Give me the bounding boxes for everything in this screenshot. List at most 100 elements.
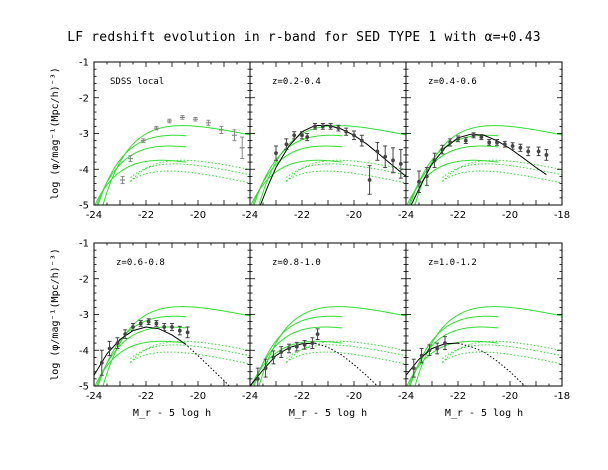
figure-title: LF redshift evolution in r-band for SED … <box>67 30 541 45</box>
data-point <box>510 144 515 148</box>
data-point <box>359 138 364 143</box>
model-curve-dotted <box>286 351 406 365</box>
x-tick-label: -24 <box>398 210 414 221</box>
x-tick-label: -24 <box>86 210 102 221</box>
model-curve <box>409 134 499 205</box>
data-point <box>287 346 291 351</box>
data-point <box>170 325 174 329</box>
data-point <box>479 135 484 139</box>
data-point <box>383 154 388 159</box>
model-curve-dotted <box>442 163 562 178</box>
model-curve <box>253 134 343 205</box>
data-point <box>294 344 299 349</box>
y-tick-label: -2 <box>79 274 89 285</box>
data-point <box>263 366 268 371</box>
model-curve-dotted <box>442 344 562 359</box>
panel-4: -24 -22 -20 -5 -4 -3 -2 -1 z=0.6-0.8 M_r - 5 log … <box>50 239 251 419</box>
data-point <box>146 319 151 324</box>
data-point <box>456 136 460 141</box>
x-tick-label: -22 <box>138 391 154 402</box>
model-curve-dotted <box>130 340 250 364</box>
panel-label: z=0.2-0.4 <box>272 77 321 87</box>
model-curve <box>408 326 499 386</box>
plot-area <box>94 115 250 205</box>
data-point <box>138 321 143 326</box>
panel-1: -24 -22 -20 -5 -4 -3 -2 -1 SDSS local log (φ/mag⁻… <box>50 58 251 221</box>
data-point <box>131 325 135 329</box>
data-point <box>279 350 284 354</box>
data-point <box>367 178 372 182</box>
model-curve <box>252 326 343 386</box>
x-axis-label: M_r - 5 log h <box>445 408 523 419</box>
data-point <box>417 179 421 184</box>
data-point <box>398 161 403 166</box>
y-tick-label: -1 <box>79 58 89 69</box>
plot-area <box>406 306 562 386</box>
model-curve <box>96 326 187 386</box>
data-point <box>448 140 453 145</box>
x-tick-label: -18 <box>554 391 570 402</box>
panel-label: SDSS local <box>110 77 164 87</box>
plot-area <box>250 306 406 386</box>
data-point <box>427 348 432 353</box>
panel-5: -24 -22 -20 z=0.8-1.0 M_r - 5 log h <box>242 242 407 419</box>
panel-2: -24 -22 -20 z=0.2-0.4 <box>242 61 407 221</box>
y-tick-label: -3 <box>79 129 89 140</box>
model-curve-dotted <box>130 170 250 184</box>
data-point <box>177 328 182 333</box>
data-point <box>432 158 437 163</box>
panel-6: -24 -22 -20 -18 z=1.0-1.2 M_r - 5 log h <box>398 242 570 419</box>
model-curve-dotted <box>442 170 562 184</box>
model-curve <box>408 145 499 205</box>
x-tick-label: -24 <box>398 391 414 402</box>
fit-curve <box>94 326 186 376</box>
x-tick-label: -18 <box>554 210 570 221</box>
panel-label: z=1.0-1.2 <box>428 258 477 268</box>
fit-curve-dotted <box>314 342 378 386</box>
data-point <box>463 138 468 143</box>
model-curve-dotted <box>442 159 562 183</box>
data-point <box>544 153 549 157</box>
model-curve-dotted <box>130 163 250 178</box>
data-point <box>107 346 112 351</box>
y-axis-label: log (φ/mag⁻¹(Mpc/h)⁻³) <box>50 248 61 380</box>
y-tick-label: -2 <box>79 93 89 104</box>
data-point <box>419 353 424 358</box>
x-tick-label: -20 <box>190 391 206 402</box>
data-point <box>375 149 380 154</box>
data-point <box>336 126 341 131</box>
x-tick-label: -22 <box>450 210 466 221</box>
fit-curve <box>406 342 459 376</box>
data-point <box>271 355 276 360</box>
x-tick-label: -22 <box>450 391 466 402</box>
plot-area <box>406 125 562 205</box>
model-curve-dotted <box>286 163 406 178</box>
model-curve-dotted <box>286 159 406 183</box>
y-tick-label: -1 <box>79 239 89 250</box>
data-point <box>320 124 325 129</box>
x-axis-label: M_r - 5 log h <box>289 408 367 419</box>
data-point <box>99 360 104 365</box>
data-point <box>115 341 120 345</box>
x-tick-label: -22 <box>138 210 154 221</box>
data-point <box>344 129 349 134</box>
panel-label: z=0.4-0.6 <box>428 77 477 87</box>
model-curve-dotted <box>442 340 562 364</box>
data-point <box>123 332 128 337</box>
data-point <box>162 325 167 329</box>
model-curve-dotted <box>286 340 406 364</box>
y-tick-label: -5 <box>79 382 89 393</box>
model-curve-dotted <box>442 351 562 365</box>
data-point <box>487 140 492 145</box>
data-point <box>443 341 447 345</box>
x-tick-label: -24 <box>86 391 102 402</box>
model-curve-dotted <box>130 351 250 365</box>
data-point <box>411 366 416 371</box>
panel-label: z=0.6-0.8 <box>116 258 165 268</box>
data-point <box>305 135 310 139</box>
data-point <box>300 133 304 138</box>
model-curve <box>96 145 187 205</box>
data-point <box>255 376 260 381</box>
data-point <box>274 151 278 156</box>
